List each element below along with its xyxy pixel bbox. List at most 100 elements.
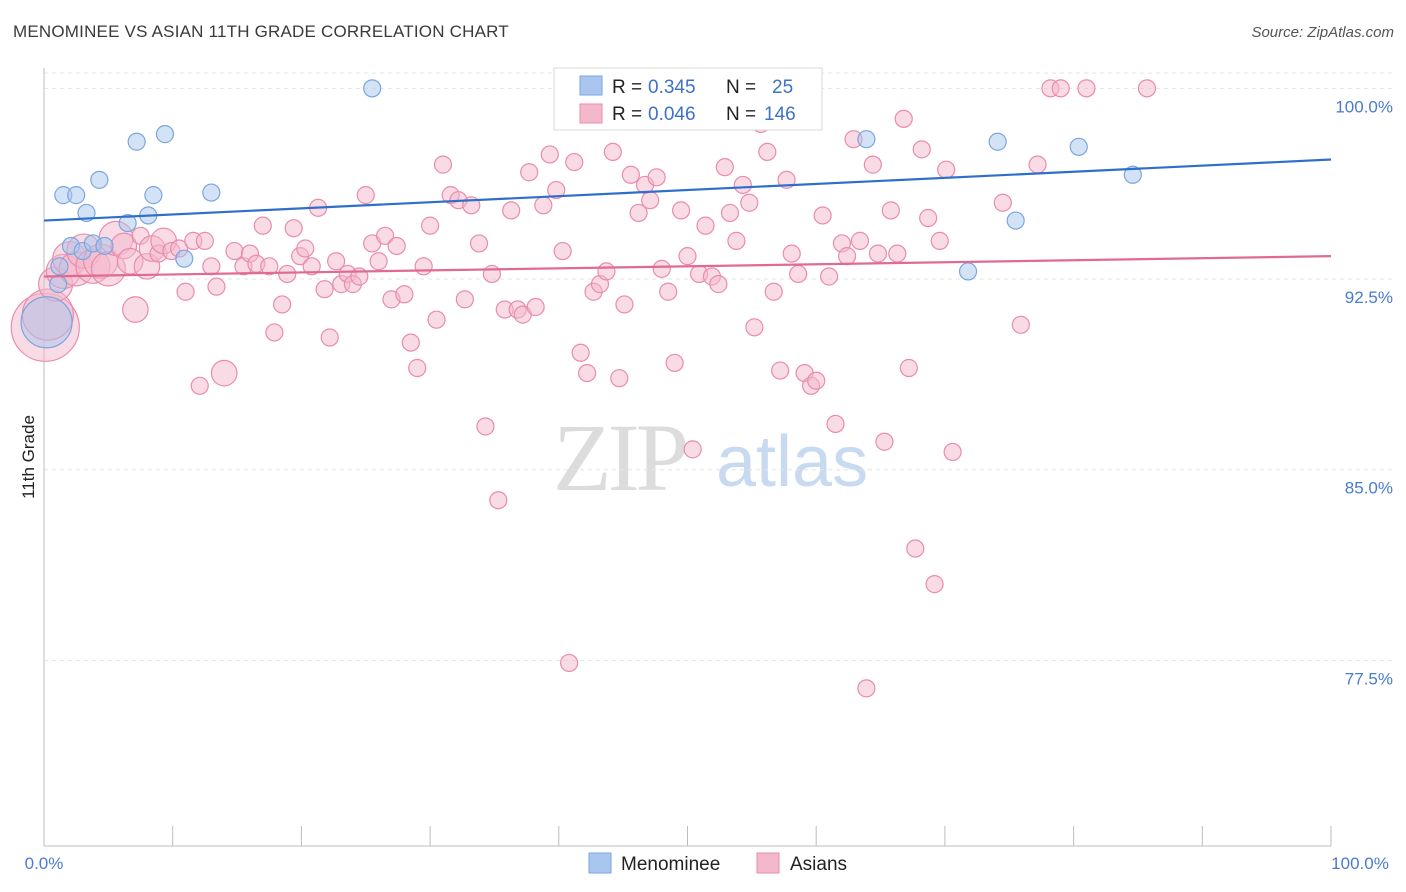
point-menominee — [958, 262, 978, 281]
point-asians — [207, 277, 226, 296]
y-tick-labels: 77.5% 85.0% 92.5% 100.0% — [1335, 97, 1393, 688]
point-menominee — [155, 125, 175, 144]
point-asians — [875, 432, 894, 451]
point-menominee — [77, 203, 96, 223]
point-asians — [559, 653, 579, 673]
bottom-legend-swatch-menominee — [588, 852, 612, 874]
point-asians — [813, 206, 832, 225]
point-asians — [764, 282, 783, 301]
axes — [43, 68, 1331, 847]
chart-source: Source: ZipAtlas.com — [1251, 24, 1394, 41]
point-asians — [789, 264, 808, 284]
point-asians — [327, 252, 346, 271]
point-asians — [863, 155, 882, 174]
point-asians — [881, 201, 900, 220]
point-menominee — [175, 249, 194, 268]
point-asians — [369, 252, 388, 271]
point-asians — [868, 244, 888, 263]
trend-lines — [43, 158, 1332, 278]
bottom-legend-swatch-asians — [756, 852, 780, 874]
point-menominee — [118, 213, 137, 233]
point-asians — [641, 191, 660, 210]
y-axis-label: 11th Grade — [19, 415, 38, 499]
series-legend: Menominee Asians — [588, 852, 847, 875]
point-asians — [659, 282, 678, 301]
point-asians — [925, 575, 944, 594]
correlation-legend: R = 0.345 N = 25 R = 0.046 N = 146 — [553, 67, 823, 131]
point-asians — [1011, 315, 1030, 334]
point-asians — [520, 163, 539, 182]
point-asians — [476, 417, 495, 436]
point-asians — [489, 491, 508, 510]
x-ticks — [43, 826, 1332, 846]
point-asians — [315, 280, 334, 299]
point-asians — [284, 219, 303, 238]
y-tick-label: 85.0% — [1345, 479, 1393, 498]
point-asians — [894, 109, 913, 128]
point-asians — [782, 244, 801, 263]
point-asians — [837, 247, 857, 266]
point-asians — [888, 244, 907, 263]
point-asians — [540, 145, 559, 164]
point-menominee — [363, 79, 382, 98]
point-asians — [278, 264, 297, 284]
point-asians — [930, 231, 949, 250]
point-asians — [210, 359, 238, 387]
trend-line-menominee — [43, 158, 1332, 222]
point-asians — [857, 679, 876, 698]
point-asians — [758, 142, 777, 162]
point-asians — [1028, 155, 1047, 174]
trend-line-asians — [43, 255, 1332, 278]
point-asians — [745, 318, 764, 337]
point-menominee — [857, 130, 876, 149]
point-asians — [727, 231, 746, 250]
point-asians — [547, 180, 566, 200]
point-asians — [176, 282, 195, 301]
point-asians — [565, 152, 584, 172]
series-asians — [10, 79, 1157, 698]
point-asians — [1137, 79, 1157, 98]
point-asians — [696, 216, 715, 235]
point-menominee — [202, 183, 221, 202]
x-tick-label-min: 0.0% — [25, 854, 64, 873]
point-menominee — [1123, 165, 1142, 184]
point-asians — [469, 234, 489, 253]
point-asians — [807, 371, 826, 390]
point-asians — [195, 231, 214, 250]
point-asians — [395, 285, 414, 304]
point-asians — [265, 323, 284, 342]
legend-n-value-1: 25 — [772, 77, 793, 98]
legend-r-value-1: 0.345 — [648, 77, 696, 98]
bottom-legend-label-asians: Asians — [790, 854, 847, 875]
point-asians — [553, 241, 572, 261]
y-tick-label: 92.5% — [1345, 288, 1393, 307]
y-tick-label: 100.0% — [1335, 97, 1393, 116]
point-menominee — [49, 275, 68, 294]
point-asians — [534, 196, 553, 215]
point-asians — [421, 216, 440, 235]
point-asians — [597, 262, 616, 281]
point-asians — [272, 295, 292, 314]
point-asians — [433, 155, 453, 174]
point-asians — [683, 440, 702, 459]
point-asians — [621, 165, 640, 184]
point-asians — [526, 297, 545, 317]
point-asians — [253, 216, 272, 235]
point-asians — [414, 257, 433, 276]
point-asians — [709, 275, 728, 294]
point-asians — [919, 208, 938, 228]
point-asians — [302, 257, 321, 276]
point-asians — [826, 414, 845, 434]
point-asians — [1077, 79, 1096, 98]
point-menominee — [1006, 211, 1025, 230]
point-asians — [122, 296, 149, 323]
point-menominee — [988, 132, 1007, 151]
point-asians — [578, 363, 597, 383]
point-asians — [320, 328, 339, 347]
point-asians — [671, 201, 691, 220]
watermark-zip: ZIP — [553, 404, 686, 511]
point-asians — [647, 168, 666, 187]
legend-n-label-1: N = — [726, 77, 756, 98]
point-asians — [652, 259, 671, 278]
